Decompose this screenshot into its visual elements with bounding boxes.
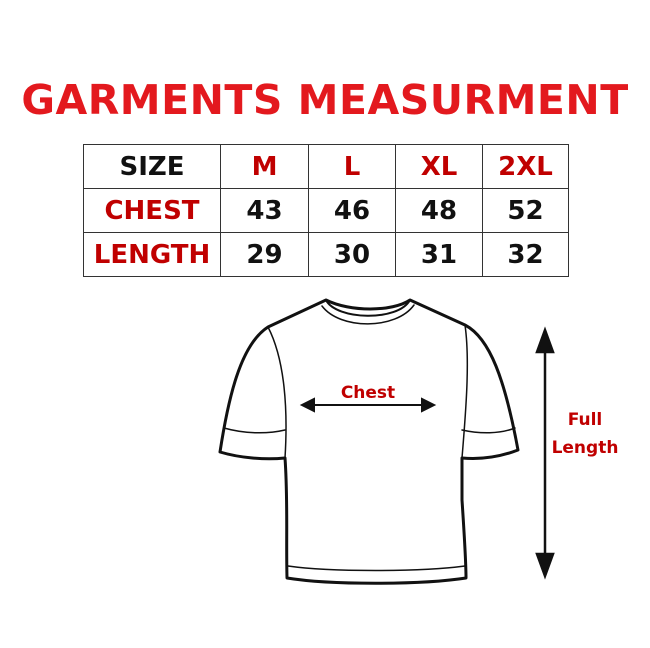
full-label: Full bbox=[567, 410, 603, 430]
size-header: SIZE bbox=[83, 144, 221, 189]
size-table: SIZE M L XL 2XL CHEST 43 46 48 52 LENGTH… bbox=[83, 144, 569, 277]
length-arrow-icon bbox=[535, 326, 555, 580]
length-label: Length bbox=[551, 438, 619, 458]
size-2xl: 2XL bbox=[482, 144, 569, 189]
table-cell: 31 bbox=[395, 232, 483, 277]
table-cell: 46 bbox=[308, 188, 396, 233]
table-row: CHEST 43 46 48 52 bbox=[83, 188, 569, 233]
table-cell: 32 bbox=[482, 232, 569, 277]
row-label-length: LENGTH bbox=[83, 232, 221, 277]
table-cell: 52 bbox=[482, 188, 569, 233]
chest-label: Chest bbox=[340, 383, 396, 403]
table-cell: 29 bbox=[220, 232, 309, 277]
table-cell: 30 bbox=[308, 232, 396, 277]
chest-arrow-icon bbox=[299, 397, 437, 413]
table-row: LENGTH 29 30 31 32 bbox=[83, 232, 569, 277]
tshirt-outline-icon bbox=[218, 298, 520, 585]
table-cell: 43 bbox=[220, 188, 309, 233]
page-title: GARMENTS MEASURMENT bbox=[21, 76, 629, 124]
